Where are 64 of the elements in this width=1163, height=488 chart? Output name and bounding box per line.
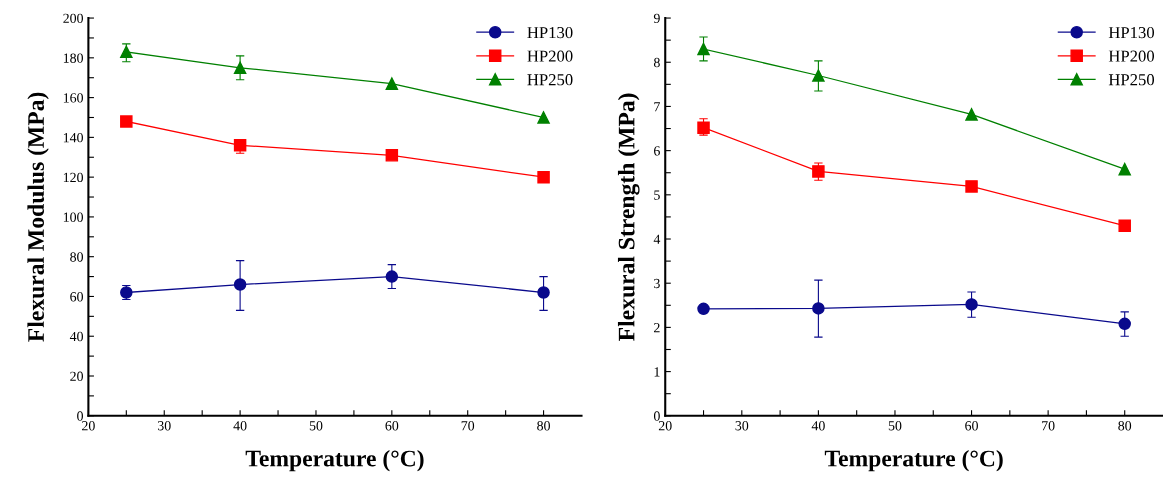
point [537, 286, 550, 299]
x-tick-label: 40 [233, 421, 247, 431]
y-axis-title: Flexural Modulus (MPa) [27, 92, 49, 342]
point [120, 45, 133, 59]
x-tick-label: 70 [1042, 421, 1055, 431]
y-tick-label: 8 [653, 57, 660, 68]
x-tick-label: 30 [735, 421, 749, 431]
legend-label: HP130 [1108, 26, 1155, 39]
y-tick-label: 0 [77, 411, 83, 421]
y-tick-label: 7 [654, 102, 660, 112]
x-tick-label: 60 [385, 421, 399, 431]
point [1118, 219, 1131, 233]
legend-label: HP250 [1108, 74, 1155, 86]
y-tick-label: 1 [654, 367, 660, 377]
y-tick-label: 140 [63, 132, 83, 143]
x-tick-label: 70 [461, 421, 475, 431]
point [965, 180, 978, 193]
x-tick-label: 20 [82, 421, 95, 431]
point [233, 61, 247, 75]
point [233, 278, 247, 291]
point [697, 42, 710, 56]
y-tick-label: 100 [63, 212, 83, 222]
point [385, 77, 399, 90]
y-tick-label: 20 [70, 371, 83, 381]
x-tick-label: 80 [1118, 421, 1132, 431]
y-tick-label: 5 [654, 190, 660, 200]
x-tick-label: 60 [965, 421, 978, 431]
point [537, 170, 550, 184]
point [537, 111, 550, 124]
point [697, 302, 710, 316]
x-tick-label: 40 [811, 421, 825, 431]
x-tick-label: 50 [888, 421, 902, 431]
y-tick-label: 4 [653, 234, 661, 244]
point [812, 302, 825, 315]
y-tick-label: 60 [70, 292, 83, 302]
y-tick-label: 3 [654, 278, 660, 289]
x-axis-title: Temperature (°C) [245, 449, 424, 472]
point [1118, 162, 1131, 176]
y-tick-label: 40 [69, 331, 83, 342]
legend-label: HP200 [527, 50, 573, 62]
legend-label: HP250 [527, 74, 573, 86]
legend-label: HP130 [527, 26, 573, 39]
x-tick-label: 80 [537, 421, 550, 431]
y-tick-label: 6 [654, 146, 660, 156]
point [1118, 317, 1131, 331]
point [385, 270, 399, 283]
point [120, 115, 133, 128]
x-axis-title: Temperature (°C) [824, 449, 1003, 472]
y-tick-label: 9 [653, 13, 660, 24]
y-axis-title: Flexural Strength (MPa) [617, 93, 640, 341]
x-tick-label: 30 [157, 421, 171, 431]
x-tick-label: 50 [309, 421, 323, 431]
point [965, 108, 978, 121]
point [385, 149, 399, 162]
y-tick-label: 200 [63, 13, 83, 24]
y-tick-label: 180 [63, 53, 83, 63]
y-tick-label: 80 [70, 252, 83, 262]
point [812, 69, 825, 82]
point [965, 298, 978, 311]
y-tick-label: 2 [654, 323, 660, 333]
y-tick-label: 160 [63, 93, 83, 103]
y-tick-label: 0 [653, 411, 660, 421]
legend-label: HP200 [1108, 50, 1155, 62]
y-tick-label: 120 [63, 172, 83, 183]
